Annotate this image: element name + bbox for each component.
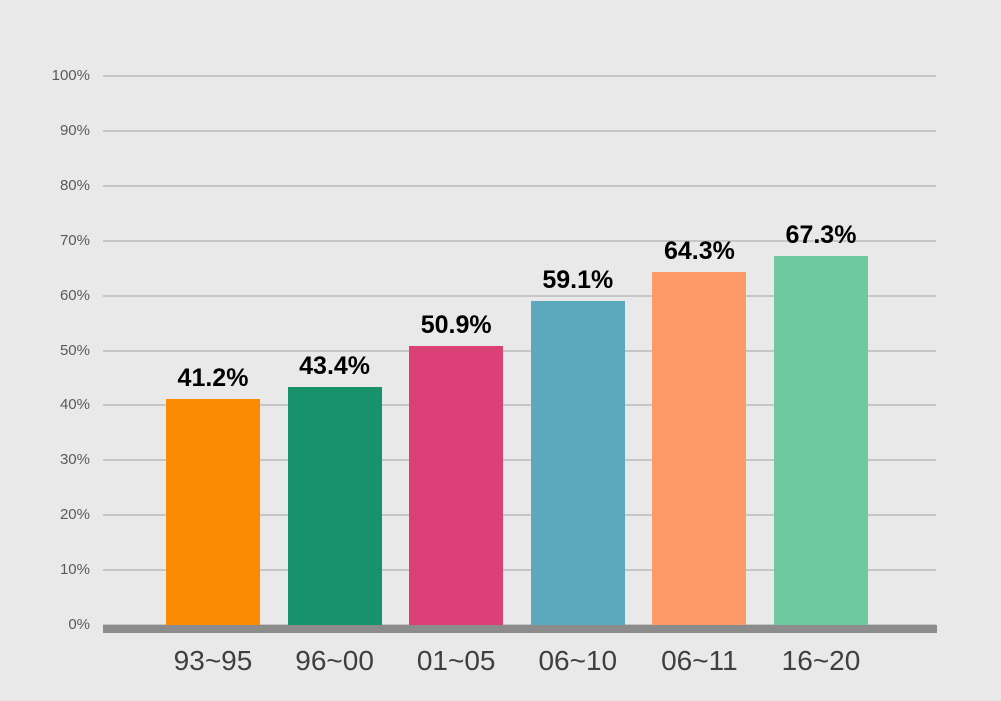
y-tick-label: 40% [59, 396, 90, 414]
gridline-80% [103, 184, 936, 187]
gridline-60% [103, 294, 936, 297]
value-label: 50.9% [420, 310, 492, 339]
y-tick-label: 30% [59, 451, 90, 469]
bar-96~00 [287, 386, 382, 625]
value-label: 64.3% [663, 236, 735, 265]
value-label: 59.1% [542, 265, 614, 294]
bar-06~10 [530, 300, 625, 625]
gridline-70% [103, 239, 936, 242]
gridline-30% [103, 459, 936, 462]
gridline-100% [103, 75, 936, 77]
x-axis-label: 06~10 [538, 645, 618, 676]
x-axis-label: 06~11 [661, 645, 738, 676]
x-axis-label: 16~20 [781, 645, 861, 676]
gridline-90% [103, 129, 936, 132]
y-tick-label: 60% [59, 286, 90, 304]
y-tick-label: 50% [59, 341, 90, 359]
y-tick-label: 80% [59, 176, 90, 194]
bar-01~05 [409, 345, 504, 625]
bar-06~11 [652, 271, 747, 625]
x-axis-line [103, 625, 937, 633]
y-tick-label: 100% [51, 67, 90, 84]
gridline-20% [103, 514, 936, 517]
y-tick-label: 90% [59, 121, 90, 139]
value-label: 67.3% [785, 220, 857, 249]
gridline-10% [103, 569, 936, 572]
y-tick-label: 10% [59, 561, 90, 579]
bar-93~95 [166, 398, 260, 625]
value-label: 41.2% [177, 363, 249, 392]
x-axis-label: 01~05 [416, 645, 496, 676]
bar-16~20 [774, 255, 868, 625]
x-axis-label: 93~95 [173, 645, 253, 676]
y-tick-label: 0% [68, 616, 90, 633]
gridline-50% [103, 349, 936, 352]
y-tick-label: 20% [59, 506, 90, 524]
y-tick-label: 70% [59, 231, 90, 249]
gridline-40% [103, 404, 936, 407]
value-label: 43.4% [299, 351, 371, 380]
x-axis-label: 96~00 [295, 645, 374, 676]
